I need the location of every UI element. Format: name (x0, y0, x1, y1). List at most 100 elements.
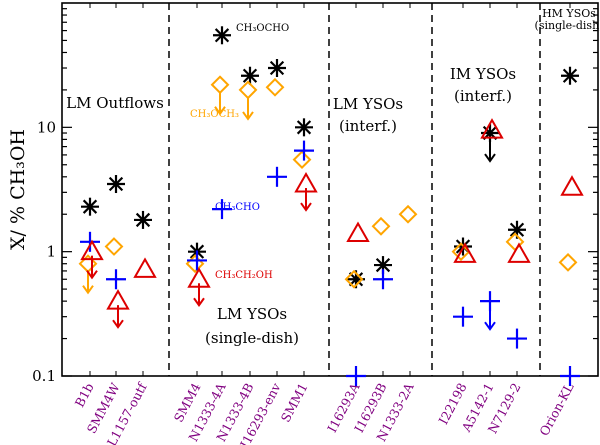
y-tick-label: 0.1 (32, 367, 56, 385)
data-point-plus (346, 366, 366, 386)
data-point-diamond (344, 269, 364, 289)
series-annotation: CH₃CHO (215, 202, 260, 213)
asterisk-stroke (214, 28, 230, 43)
asterisk-stroke (509, 222, 525, 237)
upper-limit-arrow-head (214, 106, 226, 116)
asterisk-stroke (562, 68, 578, 83)
data-point-asterisk (561, 66, 579, 85)
data-point-diamond (371, 216, 391, 236)
diamond-marker (104, 237, 124, 256)
data-point-diamond (210, 75, 230, 116)
data-point-triangle (560, 175, 584, 196)
data-point-plus (453, 306, 473, 327)
group-label: HM YSOs (542, 7, 596, 20)
diamond-marker (238, 80, 258, 100)
asterisk-stroke (82, 199, 98, 214)
group-sublabel: (interf.) (339, 117, 397, 135)
data-point-triangle (453, 242, 477, 263)
data-point-asterisk (241, 66, 259, 85)
data-point-diamond (185, 254, 205, 274)
series-triangle (80, 118, 584, 329)
diamond-marker (371, 216, 391, 236)
data-point-plus (212, 199, 232, 220)
data-point-plus (294, 140, 314, 161)
upper-limit-arrow-head (112, 319, 124, 329)
diamond-marker (265, 77, 285, 97)
triangle-marker (133, 257, 157, 278)
diamond-marker (344, 269, 364, 289)
upper-limit-arrow-head (86, 270, 98, 280)
triangle-marker (480, 118, 504, 139)
data-point-diamond (104, 237, 124, 256)
group-sublabel: (single-dish) (535, 19, 600, 32)
diamond-marker (558, 252, 578, 272)
group-sublabel: (interf.) (454, 87, 512, 105)
data-point-plus (373, 269, 393, 290)
series-annotation: CH₃OCHO (236, 23, 289, 34)
y-tick-label: 10 (37, 118, 56, 136)
data-point-asterisk (107, 175, 125, 194)
data-point-plus (187, 250, 207, 271)
triangle-marker (346, 221, 370, 242)
upper-limit-arrow-head (193, 297, 205, 307)
group-label: LM YSOs (333, 95, 403, 113)
asterisk-stroke (348, 272, 364, 287)
data-point-diamond (265, 77, 285, 97)
data-point-plus (267, 166, 287, 187)
upper-limit-arrow-head (484, 153, 496, 163)
data-point-asterisk (134, 210, 152, 229)
data-point-diamond (558, 252, 578, 272)
data-point-triangle (187, 267, 211, 307)
data-point-diamond (238, 80, 258, 121)
diamond-marker (185, 254, 205, 274)
diamond-marker (451, 242, 471, 262)
upper-limit-arrow-head (242, 111, 254, 121)
triangle-marker (560, 175, 584, 196)
y-axis-label: X/ % CH₃OH (7, 129, 29, 250)
asterisk-stroke (296, 120, 312, 135)
asterisk-stroke (375, 257, 391, 273)
data-point-plus (106, 269, 126, 290)
diamond-marker (398, 204, 418, 224)
data-point-diamond (292, 150, 312, 170)
data-point-triangle (80, 239, 104, 280)
plot-frame (61, 2, 599, 377)
data-point-plus (507, 328, 527, 349)
asterisk-stroke (108, 176, 124, 192)
upper-limit-arrow-head (484, 321, 496, 331)
data-point-triangle (507, 242, 531, 263)
diamond-marker (292, 150, 312, 170)
series-annotation: CH₃CH₂OH (215, 270, 273, 281)
group-sublabel: (single-dish) (205, 329, 299, 347)
series-plus (80, 140, 580, 386)
series-annotation: CH₃OCH₃ (190, 109, 239, 120)
y-tick-label: 1 (46, 243, 56, 261)
group-label: IM YSOs (450, 65, 516, 83)
asterisk-stroke (269, 60, 285, 76)
data-point-triangle (133, 257, 157, 278)
group-label: LM YSOs (217, 305, 287, 323)
data-point-asterisk (295, 118, 313, 137)
category-label: B1b (72, 380, 97, 409)
data-point-diamond (451, 242, 471, 262)
data-point-plus (560, 366, 580, 386)
data-point-asterisk (81, 197, 99, 216)
data-point-triangle (480, 118, 504, 139)
triangle-marker (507, 242, 531, 263)
data-point-asterisk (213, 26, 231, 45)
diamond-marker (210, 75, 230, 95)
upper-limit-arrow-head (300, 202, 312, 212)
data-point-triangle (106, 289, 130, 329)
upper-limit-arrow-head (82, 285, 94, 295)
data-point-plus (480, 291, 500, 331)
data-point-asterisk (268, 59, 286, 78)
data-point-triangle (346, 221, 370, 242)
category-label: Orion-KL (536, 380, 576, 438)
asterisk-stroke (135, 212, 151, 228)
triangle-marker (453, 242, 477, 263)
data-point-triangle (294, 172, 318, 212)
group-label: LM Outflows (66, 94, 164, 112)
asterisk-stroke (242, 68, 258, 83)
data-point-asterisk (508, 220, 526, 239)
